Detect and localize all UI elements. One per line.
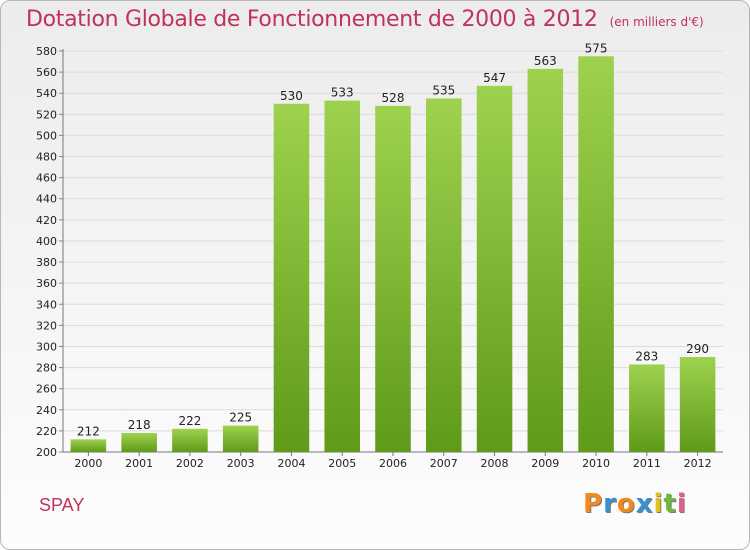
y-tick-label: 480 [36, 151, 57, 164]
bar [679, 357, 716, 452]
proxiti-logo: Proxiti [583, 489, 687, 519]
logo-letter: x [635, 489, 654, 519]
data-label: 563 [534, 54, 557, 68]
bar [476, 85, 513, 453]
data-label: 218 [128, 418, 151, 432]
x-tick-label: 2005 [328, 457, 356, 470]
y-tick-label: 380 [36, 256, 57, 269]
y-tick-label: 540 [36, 87, 57, 100]
data-label: 530 [280, 89, 303, 103]
bar [578, 56, 614, 453]
y-tick-label: 200 [36, 446, 57, 459]
x-tick-label: 2001 [125, 457, 153, 470]
y-tick-label: 260 [36, 383, 57, 396]
chart-title-text: Dotation Globale de Fonctionnement de 20… [26, 7, 598, 32]
y-tick-label: 360 [36, 277, 57, 290]
logo-letter: t [663, 489, 677, 519]
x-tick-label: 2012 [684, 457, 712, 470]
bar [222, 425, 259, 452]
y-tick-label: 400 [36, 235, 57, 248]
data-label: 535 [432, 83, 455, 97]
x-tick-label: 2003 [227, 457, 255, 470]
data-label: 283 [635, 349, 658, 363]
data-label: 547 [483, 71, 506, 85]
y-tick-label: 320 [36, 319, 57, 332]
x-tick-label: 2008 [481, 457, 509, 470]
bar [629, 364, 665, 452]
bar [324, 100, 360, 453]
bar [426, 98, 462, 452]
y-tick-label: 500 [36, 129, 57, 142]
data-label: 290 [686, 342, 709, 356]
data-label: 528 [382, 91, 405, 105]
chart-title: Dotation Globale de Fonctionnement de 20… [26, 7, 704, 32]
bar [375, 105, 411, 452]
y-tick-label: 440 [36, 193, 57, 206]
y-tick-label: 300 [36, 340, 57, 353]
x-tick-label: 2010 [582, 457, 610, 470]
y-tick-label: 220 [36, 425, 57, 438]
x-tick-label: 2009 [531, 457, 559, 470]
y-tick-label: 520 [36, 108, 57, 121]
x-tick-label: 2007 [430, 457, 458, 470]
y-tick-label: 560 [36, 66, 57, 79]
x-tick-label: 2004 [277, 457, 305, 470]
y-tick-label: 280 [36, 362, 57, 375]
x-tick-label: 2002 [176, 457, 204, 470]
chart-subtitle: (en milliers d'€) [609, 15, 704, 29]
logo-letter: r [603, 489, 617, 519]
bar [121, 433, 157, 452]
x-tick-label: 2006 [379, 457, 407, 470]
y-tick-label: 460 [36, 172, 57, 185]
logo-letter: P [583, 489, 604, 519]
data-label: 533 [331, 86, 354, 100]
y-tick-label: 340 [36, 298, 57, 311]
y-tick-label: 580 [36, 45, 57, 58]
logo-letter: i [653, 489, 664, 519]
logo-letter: o [616, 489, 636, 519]
data-label: 225 [229, 411, 252, 425]
bar [70, 439, 107, 452]
y-tick-label: 240 [36, 404, 57, 417]
x-tick-label: 2011 [633, 457, 661, 470]
y-tick-label: 420 [36, 214, 57, 227]
data-label: 222 [178, 414, 201, 428]
data-label: 575 [585, 41, 608, 55]
logo-letter: i [676, 489, 687, 519]
bar [527, 68, 564, 452]
data-label: 212 [77, 424, 100, 438]
commune-name: SPAY [39, 495, 85, 515]
bar [172, 428, 208, 452]
bar [273, 103, 310, 453]
x-tick-label: 2000 [74, 457, 102, 470]
